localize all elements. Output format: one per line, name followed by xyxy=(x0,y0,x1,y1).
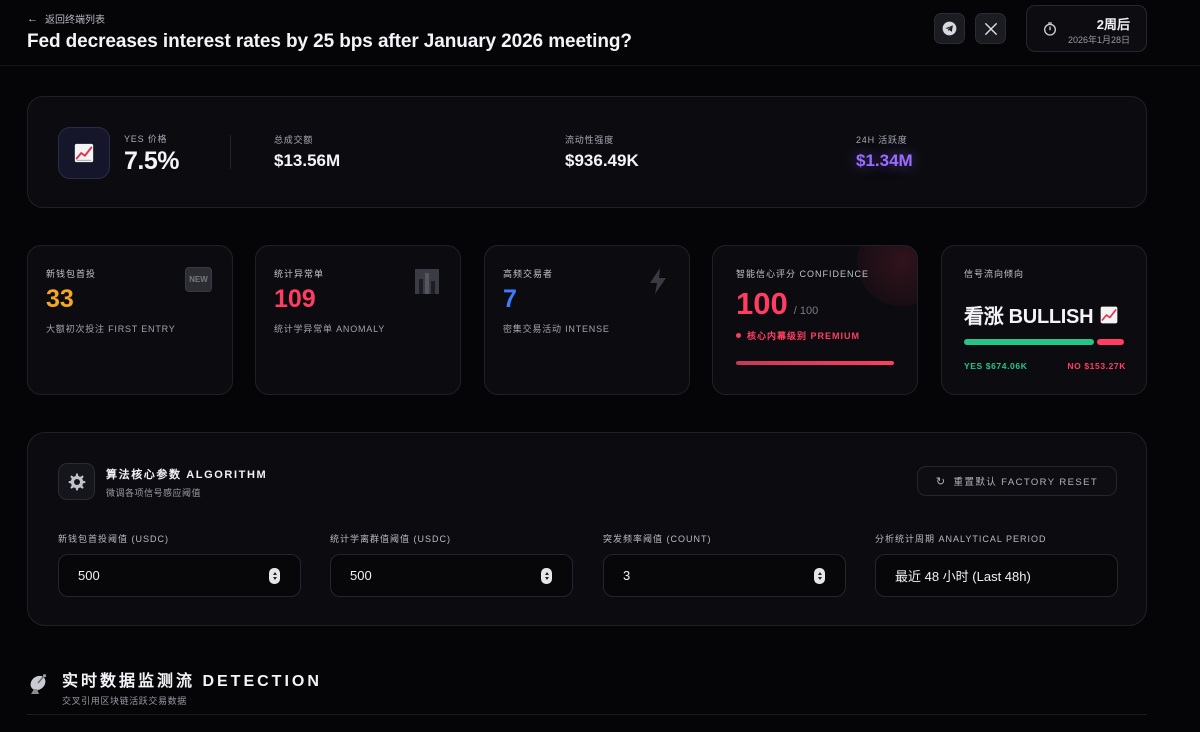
hft-sub: 密集交易活动 INTENSE xyxy=(503,324,610,334)
chart-up-icon xyxy=(1100,306,1118,323)
factory-reset-button[interactable]: ↻ 重置默认 FACTORY RESET xyxy=(917,466,1117,496)
field-label-period: 分析统计周期 ANALYTICAL PERIOD xyxy=(875,534,1047,544)
anomaly-card: 统计异常单 109 统计学异常单 ANOMALY xyxy=(255,245,461,395)
field-label-burst: 突发频率阈值 (COUNT) xyxy=(603,534,712,544)
hft-label: 高频交易者 xyxy=(503,269,554,279)
time-relative: 2周后 xyxy=(1096,17,1130,32)
field-label-outlier: 统计学离群值阈值 (USDC) xyxy=(330,534,451,544)
signal-split-labels: YES $674.06K NO $153.27K xyxy=(964,361,1126,371)
back-link[interactable]: ← 返回终端列表 xyxy=(27,11,105,27)
back-link-label: 返回终端列表 xyxy=(45,15,105,26)
bar-chart-icon xyxy=(415,269,439,294)
analytical-period-value: 最近 48 小时 (Last 48h) xyxy=(895,569,1031,584)
lightning-icon xyxy=(650,268,666,294)
number-stepper[interactable] xyxy=(269,568,280,584)
burst-frequency-value: 3 xyxy=(623,568,631,583)
yes-price-label: YES 价格 xyxy=(124,134,168,144)
volume-label: 总成交额 xyxy=(274,135,314,145)
hft-value: 7 xyxy=(503,285,517,313)
satellite-dish-icon xyxy=(30,674,47,694)
signal-direction: 看涨 BULLISH xyxy=(964,300,1119,329)
new-wallet-value: 33 xyxy=(46,285,74,313)
hft-card: 高频交易者 7 密集交易活动 INTENSE xyxy=(484,245,690,395)
anomaly-label: 统计异常单 xyxy=(274,269,325,279)
new-wallet-label: 新钱包首投 xyxy=(46,269,97,279)
yes-price-value: 7.5% xyxy=(124,147,179,175)
outlier-threshold-value: 500 xyxy=(350,568,372,583)
signal-yes-bar xyxy=(964,339,1095,345)
chart-up-icon xyxy=(58,127,110,179)
activity-label: 24H 活跃度 xyxy=(856,135,908,145)
outlier-threshold-input[interactable]: 500 xyxy=(330,554,573,597)
time-date: 2026年1月28日 xyxy=(1067,35,1130,45)
new-badge-icon: NEW xyxy=(185,267,212,292)
number-stepper[interactable] xyxy=(541,568,552,584)
confidence-value: 100 xyxy=(736,286,788,321)
algorithm-subtitle: 微调各项信号感应阈值 xyxy=(106,488,202,498)
confidence-tier-label: 核心内幕级别 PREMIUM xyxy=(747,331,861,341)
telegram-icon xyxy=(942,21,957,36)
algorithm-card: 算法核心参数 ALGORITHM 微调各项信号感应阈值 ↻ 重置默认 FACTO… xyxy=(27,432,1147,626)
detection-title: 实时数据监测流 DETECTION xyxy=(62,673,322,690)
confidence-progress-fill xyxy=(736,361,894,365)
detection-subtitle: 交叉引用区块链活跃交易数据 xyxy=(62,696,187,706)
volume-value: $13.56M xyxy=(274,151,341,170)
new-wallet-threshold-value: 500 xyxy=(78,568,100,583)
activity-value: $1.34M xyxy=(856,151,913,170)
factory-reset-label: 重置默认 FACTORY RESET xyxy=(953,477,1099,488)
reset-icon: ↻ xyxy=(935,475,947,488)
telegram-share-button[interactable] xyxy=(934,13,965,44)
status-dot-icon xyxy=(736,333,741,338)
market-stats-card: YES 价格 7.5% 总成交额 $13.56M 流动性强度 $936.49K … xyxy=(27,96,1147,208)
x-share-button[interactable] xyxy=(975,13,1006,44)
confidence-tier: 核心内幕级别 PREMIUM xyxy=(736,329,860,342)
confidence-score: 100 / 100 xyxy=(736,286,818,322)
new-wallet-card: 新钱包首投 33 大额初次投注 FIRST ENTRY NEW xyxy=(27,245,233,395)
anomaly-sub: 统计学异常单 ANOMALY xyxy=(274,324,386,334)
algorithm-title: 算法核心参数 ALGORITHM xyxy=(106,469,268,481)
signal-no-bar xyxy=(1097,339,1124,345)
gear-icon xyxy=(58,463,95,500)
liquidity-value: $936.49K xyxy=(565,151,639,170)
anomaly-value: 109 xyxy=(274,285,316,313)
confidence-max: / 100 xyxy=(793,305,819,317)
signal-no-label: NO $153.27K xyxy=(1067,361,1126,371)
number-stepper[interactable] xyxy=(814,568,825,584)
signal-split-bar xyxy=(964,339,1124,345)
stats-divider xyxy=(230,135,231,169)
resolution-time-box: 2周后 2026年1月28日 xyxy=(1026,5,1147,52)
page-title: Fed decreases interest rates by 25 bps a… xyxy=(27,31,632,52)
confidence-label: 智能信心评分 CONFIDENCE xyxy=(736,269,870,279)
new-wallet-sub: 大额初次投注 FIRST ENTRY xyxy=(46,324,176,334)
arrow-left-icon: ← xyxy=(27,12,38,25)
signal-yes-label: YES $674.06K xyxy=(964,361,1028,371)
timer-icon xyxy=(1044,22,1056,36)
new-wallet-threshold-input[interactable]: 500 xyxy=(58,554,301,597)
confidence-card: 智能信心评分 CONFIDENCE 100 / 100 核心内幕级别 PREMI… xyxy=(712,245,918,395)
signal-card: 信号流向倾向 看涨 BULLISH YES $674.06K NO $153.2… xyxy=(941,245,1147,395)
signal-label: 信号流向倾向 xyxy=(964,269,1025,279)
field-label-new-wallet: 新钱包首投阈值 (USDC) xyxy=(58,534,169,544)
liquidity-label: 流动性强度 xyxy=(565,135,615,145)
burst-frequency-input[interactable]: 3 xyxy=(603,554,846,597)
x-icon xyxy=(984,22,997,35)
section-divider xyxy=(27,714,1147,715)
analytical-period-select[interactable]: 最近 48 小时 (Last 48h) xyxy=(875,554,1118,597)
page-header: ← 返回终端列表 Fed decreases interest rates by… xyxy=(0,0,1200,66)
signal-direction-text: 看涨 BULLISH xyxy=(964,306,1094,328)
confidence-progress-bar xyxy=(736,361,894,365)
new-badge-text: NEW xyxy=(189,275,208,284)
